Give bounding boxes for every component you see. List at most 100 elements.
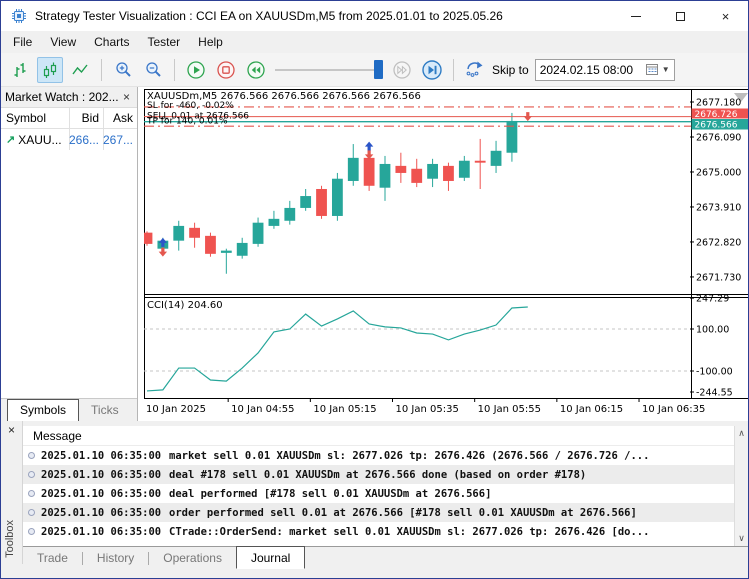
candlestick-chart-icon [41,61,59,79]
tab-operations[interactable]: Operations [149,548,236,568]
bar-chart-button[interactable] [7,57,33,83]
line-chart-icon [71,61,89,79]
price-chart[interactable]: XAUUSDm,M5 2676.566 2676.566 2676.566 26… [138,87,749,421]
journal-scrollbar[interactable]: ∧ ∨ [734,426,748,546]
journal-row[interactable]: 2025.01.10 06:35:00 deal performed [#178… [23,484,734,503]
symbol-row-xauusdm[interactable]: ↗ XAUU... 266... 267... [1,129,137,150]
rewind-button[interactable] [243,57,269,83]
close-icon: × [722,9,730,24]
candle-body [491,151,502,166]
fast-forward-icon [392,60,412,80]
zoom-in-icon [114,60,133,79]
price-axis-label: 2675.000 [696,167,741,178]
price-axis-label: 2672.820 [696,237,741,248]
time-axis-label: 10 Jan 2025 [146,404,206,415]
skip-to-icon [463,60,487,80]
candle-body [395,166,406,173]
journal-row[interactable]: 2025.01.10 06:35:00 deal #178 sell 0.01 … [23,465,734,484]
journal-row[interactable]: 2025.01.10 06:35:00 CTrade::OrderSend: m… [23,522,734,541]
market-watch-close-icon[interactable]: × [120,90,133,104]
column-bid[interactable]: Bid [69,108,103,128]
window-title: Strategy Tester Visualization : CCI EA o… [35,9,503,23]
candle-body [380,164,391,188]
journal-message-header[interactable]: Message [23,426,734,446]
time-axis-label: 10 Jan 04:55 [231,404,294,415]
menu-tester[interactable]: Tester [141,33,192,52]
menu-view[interactable]: View [44,33,88,52]
maximize-button[interactable] [658,1,703,31]
market-watch-titlebar: Market Watch : 202... × [1,87,137,108]
zoom-out-button[interactable] [140,57,166,83]
candlestick-chart-button[interactable] [37,57,63,83]
play-button[interactable] [183,57,209,83]
cci-axis-label: 100.00 [696,325,729,336]
strategy-tester-window: Strategy Tester Visualization : CCI EA o… [0,0,749,579]
maximize-icon [676,12,685,21]
zoom-out-icon [144,60,163,79]
market-watch-header-row: Symbol Bid Ask [1,108,137,129]
title-bar: Strategy Tester Visualization : CCI EA o… [1,1,748,31]
close-button[interactable]: × [703,1,748,31]
price-axis-label: 2676.090 [696,132,741,143]
skip-to-button[interactable] [462,57,488,83]
time-axis-label: 10 Jan 05:15 [313,404,376,415]
cci-axis-label: -100.00 [696,367,733,378]
journal-text: deal performed [#178 sell 0.01 XAUUSDm a… [169,488,734,500]
menu-bar: File View Charts Tester Help [1,31,748,53]
ask-badge-value: 2676.726 [695,110,738,120]
menu-file[interactable]: File [7,33,44,52]
journal-bullet-icon [28,471,35,478]
speed-slider[interactable] [275,57,383,83]
market-watch-panel: Market Watch : 202... × Symbol Bid Ask ↗… [1,87,138,421]
column-symbol[interactable]: Symbol [1,111,69,125]
candle-body [316,189,327,216]
menu-charts[interactable]: Charts [88,33,141,52]
tab-history[interactable]: History [83,548,148,568]
scroll-down-icon[interactable]: ∨ [738,531,745,546]
play-icon [186,60,206,80]
candle-body [253,223,264,244]
journal-text: deal #178 sell 0.01 XAUUSDm at 2676.566 … [169,469,734,481]
tab-ticks[interactable]: Ticks [79,400,131,421]
journal-row[interactable]: 2025.01.10 06:35:00 order performed sell… [23,503,734,522]
slider-handle[interactable] [374,60,383,79]
minimize-button[interactable] [613,1,658,31]
journal-bullet-icon [28,528,35,535]
price-axis-label: 2677.180 [696,98,741,109]
stop-button[interactable] [213,57,239,83]
journal-row[interactable]: 2025.01.10 06:35:00 market sell 0.01 XAU… [23,446,734,465]
tab-trade[interactable]: Trade [23,548,82,568]
cci-axis-label: 247.29 [696,294,729,305]
skip-to-date-value: 2024.02.15 08:00 [540,63,646,77]
line-chart-button[interactable] [67,57,93,83]
calendar-icon [646,63,659,76]
candle-body [205,236,216,254]
market-watch-tabs: Symbols Ticks [1,398,137,421]
symbol-name: XAUU... [18,133,61,147]
journal-bullet-icon [28,490,35,497]
tab-symbols[interactable]: Symbols [7,399,79,421]
rewind-icon [246,60,266,80]
candle-body [459,161,470,178]
tab-journal[interactable]: Journal [236,546,305,569]
candle-body [269,219,280,226]
symbol-ask: 267... [103,129,137,150]
scroll-up-icon[interactable]: ∧ [738,426,745,441]
calendar-dropdown-arrow-icon[interactable]: ▼ [662,65,670,74]
candle-body [173,226,184,241]
column-ask[interactable]: Ask [103,108,137,128]
candle-body [300,196,311,208]
menu-help[interactable]: Help [192,33,235,52]
stop-icon [216,60,236,80]
fast-forward-button[interactable] [389,57,415,83]
chart-panel[interactable]: XAUUSDm,M5 2676.566 2676.566 2676.566 26… [138,87,749,421]
skip-to-date-input[interactable]: 2024.02.15 08:00 ▼ [535,59,675,81]
skip-to-end-icon [421,59,443,81]
toolbar: Skip to 2024.02.15 08:00 ▼ [1,53,748,87]
time-axis-label: 10 Jan 06:35 [642,404,705,415]
zoom-in-button[interactable] [110,57,136,83]
candle-body [189,228,200,238]
skip-to-end-button[interactable] [419,57,445,83]
cci-indicator-label: CCI(14) 204.60 [147,300,223,311]
slider-track [275,69,379,71]
